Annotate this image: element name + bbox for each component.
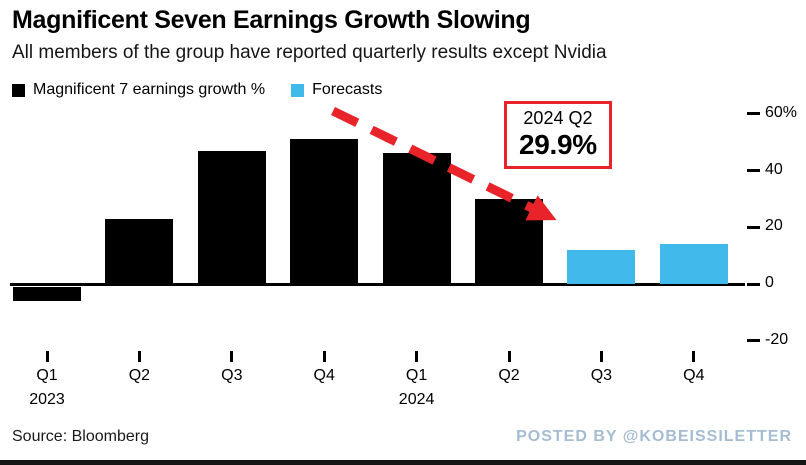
x-tick-mark	[599, 351, 603, 362]
x-tick-label: Q4	[683, 367, 705, 384]
x-tick-label: Q1	[405, 367, 428, 384]
y-tick-label: 20	[765, 217, 783, 235]
y-tick-mark	[747, 169, 760, 172]
bar-q3-2024	[567, 249, 636, 284]
x-tick-label: Q2	[128, 367, 151, 384]
y-tick-label: -20	[765, 330, 789, 348]
legend-label: Forecasts	[312, 81, 383, 98]
x-tick-mark	[415, 351, 419, 362]
chart-subtitle: All members of the group have reported q…	[12, 42, 607, 63]
y-tick-mark	[747, 225, 760, 229]
legend: Magnificent 7 earnings growth % Forecasts	[12, 81, 382, 99]
y-tick-label: 40	[765, 160, 783, 178]
x-year-label: 2024	[398, 391, 435, 408]
x-year-label: 2023	[29, 391, 65, 408]
x-tick-mark	[45, 351, 49, 362]
bar-q3-2023	[197, 150, 266, 284]
bar-q2-2023	[105, 218, 174, 284]
x-tick-mark	[137, 351, 141, 362]
annotation-quarter: 2024 Q2	[523, 108, 593, 128]
annotation-box: 2024 Q2 29.9%	[504, 101, 612, 169]
y-tick-mark	[747, 112, 760, 116]
bar-q4-2023	[290, 139, 359, 284]
legend-label: Magnificent 7 earnings growth %	[33, 81, 266, 98]
legend-swatch	[12, 83, 25, 97]
watermark: POSTED BY @KOBEISSILETTER	[516, 428, 792, 445]
x-tick-label: Q2	[498, 367, 520, 384]
bar-q1-2023	[13, 287, 81, 302]
x-tick-label: Q3	[221, 367, 243, 384]
legend-item: Magnificent 7 earnings growth %	[12, 81, 265, 99]
y-tick-label: 0	[765, 274, 774, 291]
x-tick-label: Q1	[36, 367, 58, 384]
legend-swatch	[291, 83, 305, 97]
downtrend-arrow-icon	[331, 106, 557, 221]
x-tick-label: Q4	[313, 367, 335, 384]
x-tick-mark	[230, 351, 234, 362]
y-tick-mark	[747, 282, 760, 286]
bar-q1-2024	[382, 153, 451, 284]
zero-axis-line	[10, 283, 745, 286]
y-tick-mark	[747, 339, 760, 343]
y-tick-label: 60%	[765, 103, 798, 121]
bar-q4-2024	[659, 244, 728, 284]
bottom-border	[0, 460, 806, 465]
chart-title: Magnificent Seven Earnings Growth Slowin…	[12, 6, 531, 34]
annotation-value: 29.9%	[519, 129, 597, 160]
x-tick-mark	[322, 351, 326, 362]
x-tick-label: Q3	[590, 367, 613, 384]
source-note: Source: Bloomberg	[12, 428, 149, 445]
legend-item: Forecasts	[291, 81, 382, 99]
x-tick-mark	[507, 351, 511, 362]
x-tick-mark	[692, 351, 696, 362]
